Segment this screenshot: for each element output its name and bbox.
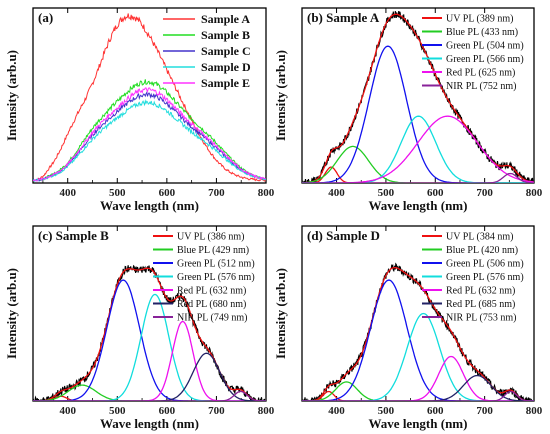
x-tick-label: 400 (59, 187, 76, 199)
x-axis-label: Wave length (nm) (100, 198, 199, 213)
plot-area (302, 10, 534, 183)
legend-label: Green PL (504 nm) (446, 41, 524, 52)
legend-label: Blue PL (429 nm) (177, 245, 249, 256)
legend-label: Green PL (566 nm) (446, 54, 524, 65)
legend-label: Blue PL (433 nm) (446, 27, 518, 38)
legend-label: Blue PL (420 nm) (446, 245, 518, 256)
legend-label: Sample C (201, 44, 251, 58)
legend-label: NIR PL (753 nm) (446, 313, 516, 324)
panel-4: 400 500 600 700 800 Wave length (nm) Intensity… (273, 225, 543, 431)
component-line-1 (302, 166, 534, 183)
panel-label: (d) Sample D (307, 228, 380, 243)
component-line-2 (302, 381, 534, 401)
x-tick-label: 700 (476, 405, 493, 417)
panel-3: 400 500 600 700 800 Wave length (nm) Intensity… (4, 225, 275, 431)
legend-label: NIR PL (749 nm) (177, 313, 247, 324)
legend-label: Red PL (632 nm) (446, 286, 515, 297)
component-line-2 (33, 384, 266, 401)
legend-label: UV PL (386 nm) (177, 232, 245, 243)
x-tick-label: 400 (328, 187, 345, 199)
component-line-6 (33, 352, 266, 401)
x-axis-label: Wave length (nm) (369, 416, 468, 431)
legend-label: Sample E (201, 76, 250, 90)
series-line-4 (33, 99, 266, 182)
legend-label: Green PL (512 nm) (177, 259, 255, 270)
component-line-4 (33, 293, 266, 401)
x-tick-label: 600 (427, 405, 444, 417)
component-line-6 (302, 374, 534, 401)
plot-area (33, 264, 266, 401)
legend-label: Green PL (576 nm) (446, 272, 524, 283)
legend-label: Sample A (201, 12, 250, 26)
plot-area (302, 262, 534, 401)
legend-label: Red PL (632 nm) (177, 286, 246, 297)
x-tick-label: 500 (378, 187, 395, 199)
component-line-3 (33, 279, 266, 401)
component-line-4 (302, 115, 534, 183)
x-tick-label: 600 (427, 187, 444, 199)
x-tick-label: 500 (378, 405, 395, 417)
panel-label: (b) Sample A (307, 10, 380, 25)
legend-label: UV PL (389 nm) (446, 14, 514, 25)
panel-1: 400 500 600 700 800 Wave length (nm) Intensity… (4, 7, 275, 213)
x-tick-label: 800 (258, 405, 275, 417)
legend-label: UV PL (384 nm) (446, 232, 514, 243)
component-line-4 (302, 312, 534, 401)
component-line-6 (302, 172, 534, 183)
series-line-1 (33, 13, 266, 182)
x-tick-label: 500 (109, 187, 126, 199)
measured-spectrum-line (302, 262, 534, 401)
legend-label: Red PL (685 nm) (446, 299, 515, 310)
x-tick-label: 500 (109, 405, 126, 417)
panel-2: 400 500 600 700 800 Wave length (nm) Intensity… (273, 7, 543, 213)
legend-label: Red PL (625 nm) (446, 68, 515, 79)
component-line-1 (302, 390, 534, 401)
y-axis-label: Intensity (arb.u) (273, 268, 288, 359)
plot-frame (32, 7, 267, 184)
series-line-3 (33, 90, 266, 182)
component-line-7 (33, 390, 266, 401)
panel-label: (a) (38, 10, 53, 25)
x-tick-label: 700 (208, 405, 225, 417)
component-line-3 (302, 45, 534, 183)
x-tick-label: 600 (159, 405, 176, 417)
panel-label: (c) Sample B (38, 228, 109, 243)
y-axis-label: Intensity (arb.u) (4, 268, 19, 359)
fit-sum-line (302, 13, 534, 183)
component-line-2 (302, 145, 534, 183)
legend-label: Green PL (576 nm) (177, 272, 255, 283)
x-tick-label: 800 (258, 187, 275, 199)
legend-label: NIR PL (752 nm) (446, 81, 516, 92)
y-axis-label: Intensity (arb.u) (4, 50, 19, 141)
y-axis-label: Intensity (arb.u) (273, 50, 288, 141)
legend-label: Sample B (201, 28, 250, 42)
series-line-5 (33, 87, 266, 182)
x-tick-label: 600 (159, 187, 176, 199)
legend-label: Green PL (506 nm) (446, 259, 524, 270)
x-tick-label: 400 (328, 405, 345, 417)
x-tick-label: 400 (59, 405, 76, 417)
plot-area (33, 13, 266, 182)
x-axis-label: Wave length (nm) (100, 416, 199, 431)
x-axis-label: Wave length (nm) (369, 198, 468, 213)
x-tick-label: 700 (476, 187, 493, 199)
legend-label: Sample D (201, 60, 251, 74)
component-line-3 (302, 279, 534, 401)
x-tick-label: 800 (526, 187, 543, 199)
component-line-7 (302, 390, 534, 401)
legend-label: Red PL (680 nm) (177, 299, 246, 310)
x-tick-label: 800 (526, 405, 543, 417)
x-tick-label: 700 (208, 187, 225, 199)
